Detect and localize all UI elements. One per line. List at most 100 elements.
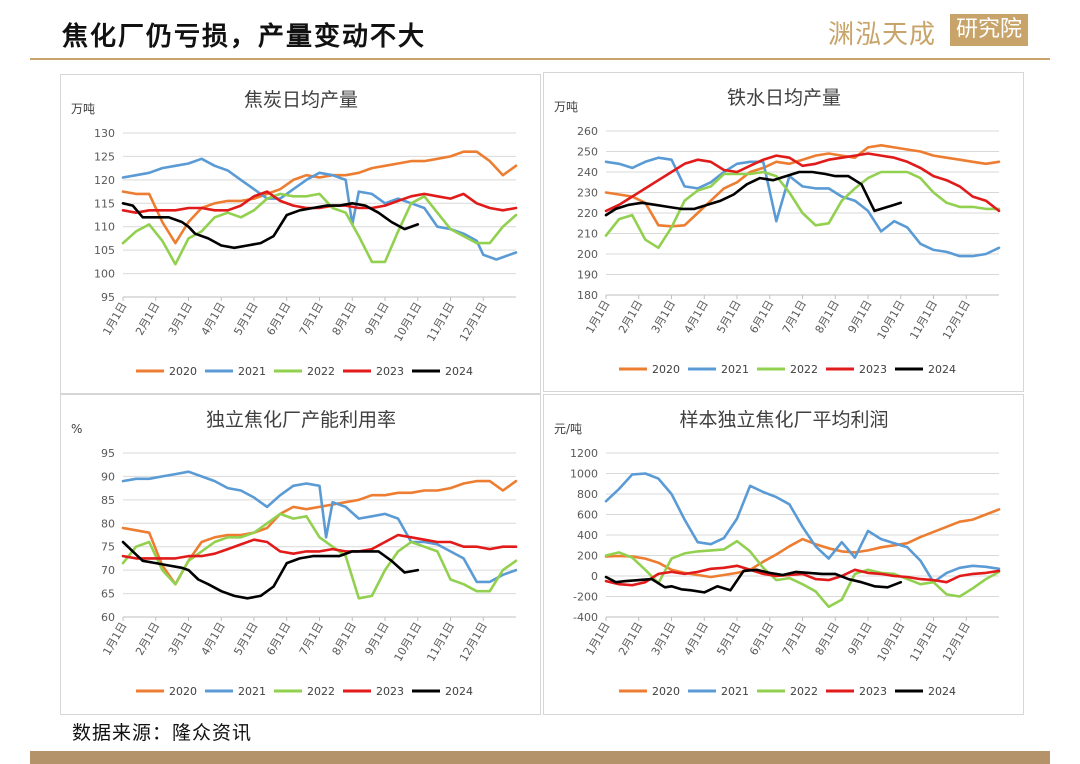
x-tick-label: 10月1日 bbox=[392, 620, 425, 664]
x-tick-label: 7月1日 bbox=[297, 620, 326, 658]
x-tick-label: 2月1日 bbox=[133, 300, 162, 338]
chart-title: 样本独立焦化厂平均利润 bbox=[679, 409, 888, 431]
x-tick-label: 11月1日 bbox=[424, 620, 457, 664]
y-tick-label: 105 bbox=[94, 244, 115, 257]
chart-panel-hot-metal: 铁水日均产量 万吨 180 190 200 210 220 230 240 250 260 1月1日 2… bbox=[543, 72, 1024, 392]
x-tick-label: 1月1日 bbox=[100, 620, 129, 658]
x-tick-label: 12月1日 bbox=[457, 620, 490, 664]
y-tick-label: 220 bbox=[577, 207, 598, 220]
x-tick-label: 6月1日 bbox=[747, 620, 776, 658]
legend-label-2020: 2020 bbox=[169, 365, 197, 378]
legend-label-2023: 2023 bbox=[859, 685, 887, 698]
x-tick-label: 4月1日 bbox=[682, 620, 711, 658]
y-tick-label: 0 bbox=[591, 570, 598, 583]
x-tick-label: 1月1日 bbox=[583, 298, 612, 336]
series-line-2023 bbox=[604, 152, 1001, 213]
x-tick-label: 8月1日 bbox=[813, 620, 842, 658]
y-tick-label: 800 bbox=[577, 488, 598, 501]
x-tick-label: 5月1日 bbox=[231, 300, 260, 338]
y-tick-label: 85 bbox=[101, 494, 115, 507]
legend-label-2024: 2024 bbox=[445, 365, 473, 378]
footer-bar bbox=[30, 751, 1050, 764]
x-tick-label: 8月1日 bbox=[813, 298, 842, 336]
y-tick-label: 125 bbox=[94, 150, 115, 163]
y-unit-label: 元/吨 bbox=[554, 422, 582, 436]
y-tick-label: 95 bbox=[101, 291, 115, 304]
utilization-chart: 独立焦化厂产能利用率% 60 65 70 75 80 85 90 95 1月1日 2月1日 3月1日 4… bbox=[71, 409, 518, 698]
series-line-2021 bbox=[121, 157, 518, 261]
y-tick-label: 80 bbox=[101, 517, 115, 530]
y-tick-label: 130 bbox=[94, 127, 115, 140]
x-tick-label: 1月1日 bbox=[583, 620, 612, 658]
series-line-2023 bbox=[604, 564, 1001, 587]
x-tick-label: 2月1日 bbox=[616, 298, 645, 336]
x-tick-label: 11月1日 bbox=[907, 298, 940, 342]
y-tick-label: -400 bbox=[573, 611, 598, 624]
x-tick-label: 9月1日 bbox=[845, 620, 874, 658]
x-tick-label: 6月1日 bbox=[747, 298, 776, 336]
x-tick-label: 3月1日 bbox=[649, 620, 678, 658]
x-tick-label: 9月1日 bbox=[362, 300, 391, 338]
header-divider bbox=[30, 58, 1050, 60]
legend-label-2023: 2023 bbox=[859, 363, 887, 376]
x-tick-label: 7月1日 bbox=[297, 300, 326, 338]
legend-label-2020: 2020 bbox=[652, 363, 680, 376]
series-line-2024 bbox=[604, 568, 903, 594]
x-tick-label: 5月1日 bbox=[714, 298, 743, 336]
x-tick-label: 12月1日 bbox=[940, 620, 973, 664]
x-tick-label: 11月1日 bbox=[907, 620, 940, 664]
y-unit-label: 万吨 bbox=[554, 100, 578, 114]
x-tick-label: 4月1日 bbox=[199, 620, 228, 658]
legend-label-2020: 2020 bbox=[169, 685, 197, 698]
series-line-2022 bbox=[604, 539, 1001, 609]
y-tick-label: 230 bbox=[577, 187, 598, 200]
legend-label-2022: 2022 bbox=[307, 365, 335, 378]
y-tick-label: 60 bbox=[101, 611, 115, 624]
y-tick-label: 250 bbox=[577, 146, 598, 159]
series-line-2022 bbox=[121, 192, 518, 266]
x-tick-label: 3月1日 bbox=[649, 298, 678, 336]
series-line-2020 bbox=[121, 150, 518, 245]
y-tick-label: 200 bbox=[577, 550, 598, 563]
y-tick-label: 260 bbox=[577, 125, 598, 138]
x-tick-label: 11月1日 bbox=[424, 300, 457, 344]
x-tick-label: 9月1日 bbox=[362, 620, 391, 658]
y-tick-label: 65 bbox=[101, 588, 115, 601]
x-tick-label: 10月1日 bbox=[875, 298, 908, 342]
x-tick-label: 6月1日 bbox=[264, 620, 293, 658]
x-tick-label: 12月1日 bbox=[940, 298, 973, 342]
y-tick-label: 110 bbox=[94, 221, 115, 234]
y-tick-label: 190 bbox=[577, 269, 598, 282]
legend-label-2023: 2023 bbox=[376, 365, 404, 378]
legend-label-2022: 2022 bbox=[790, 685, 818, 698]
x-tick-label: 5月1日 bbox=[231, 620, 260, 658]
chart-panel-profit: 样本独立焦化厂平均利润 元/吨 -400 -200 0 200 400 600 800 1000 1… bbox=[543, 394, 1024, 715]
y-tick-label: 210 bbox=[577, 228, 598, 241]
series-line-2023 bbox=[121, 533, 518, 560]
x-tick-label: 2月1日 bbox=[616, 620, 645, 658]
y-tick-label: 75 bbox=[101, 541, 115, 554]
y-tick-label: 400 bbox=[577, 529, 598, 542]
x-tick-label: 3月1日 bbox=[166, 300, 195, 338]
data-source-note: 数据来源：隆众资讯 bbox=[72, 722, 253, 744]
chart-title: 铁水日均产量 bbox=[727, 87, 841, 109]
x-tick-label: 9月1日 bbox=[845, 298, 874, 336]
series-line-2022 bbox=[604, 170, 1001, 250]
legend-label-2021: 2021 bbox=[238, 685, 266, 698]
x-tick-label: 4月1日 bbox=[682, 298, 711, 336]
y-tick-label: 70 bbox=[101, 564, 115, 577]
y-tick-label: 1200 bbox=[570, 447, 598, 460]
legend-label-2020: 2020 bbox=[652, 685, 680, 698]
logo-box: 研究院 bbox=[949, 14, 1028, 46]
logo-text: 渊泓天成 bbox=[828, 20, 937, 50]
x-tick-label: 5月1日 bbox=[714, 620, 743, 658]
series-line-2020 bbox=[604, 508, 1001, 579]
legend-label-2024: 2024 bbox=[445, 685, 473, 698]
y-tick-label: 180 bbox=[577, 289, 598, 302]
y-tick-label: 120 bbox=[94, 174, 115, 187]
y-unit-label: % bbox=[71, 422, 82, 436]
x-tick-label: 1月1日 bbox=[100, 300, 129, 338]
series-line-2021 bbox=[604, 156, 1001, 258]
